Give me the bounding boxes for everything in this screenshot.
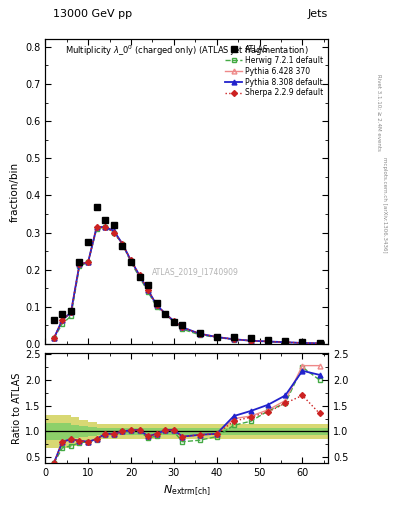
Y-axis label: fraction/bin: fraction/bin — [9, 162, 19, 222]
Text: mcplots.cern.ch [arXiv:1306.3436]: mcplots.cern.ch [arXiv:1306.3436] — [382, 157, 387, 252]
Y-axis label: Ratio to ATLAS: Ratio to ATLAS — [12, 373, 22, 444]
Legend: ATLAS, Herwig 7.2.1 default, Pythia 6.428 370, Pythia 8.308 default, Sherpa 2.2.: ATLAS, Herwig 7.2.1 default, Pythia 6.42… — [224, 43, 324, 99]
Text: 13000 GeV pp: 13000 GeV pp — [53, 9, 132, 19]
Text: Rivet 3.1.10; ≥ 2.4M events: Rivet 3.1.10; ≥ 2.4M events — [376, 74, 381, 151]
Text: ATLAS_2019_I1740909: ATLAS_2019_I1740909 — [152, 267, 239, 276]
Text: Multiplicity $\lambda\_0^0$ (charged only) (ATLAS jet fragmentation): Multiplicity $\lambda\_0^0$ (charged onl… — [65, 44, 309, 58]
X-axis label: $N_{\mathsf{extrm{[ch]}}}$: $N_{\mathsf{extrm{[ch]}}}$ — [163, 484, 211, 498]
Text: Jets: Jets — [308, 9, 328, 19]
